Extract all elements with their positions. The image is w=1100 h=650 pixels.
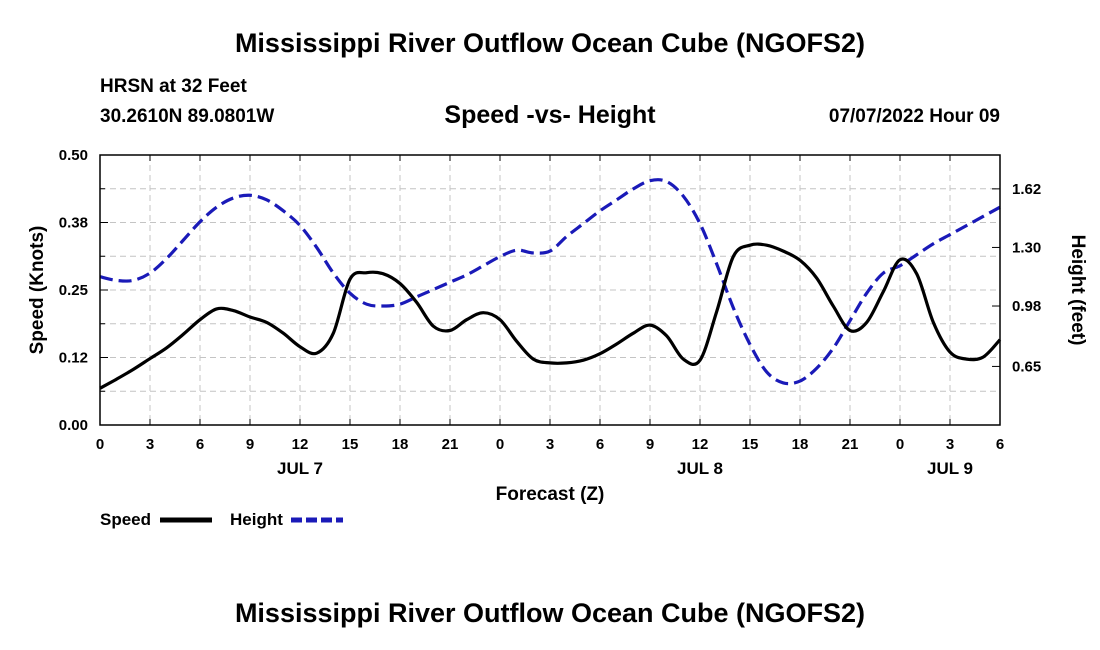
x-tick-label: 9 xyxy=(246,436,254,453)
y-left-tick-label: 0.25 xyxy=(59,282,88,299)
y-left-tick-label: 0.00 xyxy=(59,417,88,434)
x-tick-label: 15 xyxy=(742,436,759,453)
x-tick-label: 18 xyxy=(792,436,809,453)
legend-height-label: Height xyxy=(230,510,283,529)
x-tick-label: 18 xyxy=(392,436,409,453)
y-axis-left-label: Speed (Knots) xyxy=(27,226,48,355)
day-label: JUL 7 xyxy=(277,459,323,478)
y-axis-right-label: Height (feet) xyxy=(1067,235,1088,346)
x-tick-label: 3 xyxy=(546,436,554,453)
x-tick-label: 21 xyxy=(442,436,459,453)
x-tick-label: 3 xyxy=(146,436,154,453)
station-name: HRSN at 32 Feet xyxy=(100,76,247,97)
legend-speed-label: Speed xyxy=(100,510,151,529)
y-left-tick-label: 0.38 xyxy=(59,215,88,232)
x-tick-label: 6 xyxy=(596,436,604,453)
series-lines xyxy=(99,178,1002,390)
x-tick-label: 0 xyxy=(96,436,104,453)
series-line-height xyxy=(99,178,1001,386)
legend: Speed Height xyxy=(100,510,343,529)
x-tick-label: 12 xyxy=(292,436,309,453)
x-tick-label: 12 xyxy=(692,436,709,453)
y-right-tick-label: 0.98 xyxy=(1012,298,1041,315)
axes: 0 3 6 9 12 15 18 21 0 3 6 9 12 15 18 21 0 3 6 JUL 7 JUL 8 JUL… xyxy=(59,147,1041,478)
x-tick-label: 6 xyxy=(196,436,204,453)
y-left-tick-label: 0.50 xyxy=(59,147,88,164)
chart-title: Speed -vs- Height xyxy=(444,101,656,129)
x-axis-label: Forecast (Z) xyxy=(496,484,605,505)
y-left-tick-label: 0.12 xyxy=(59,350,88,367)
footer-title: Mississippi River Outflow Ocean Cube (NG… xyxy=(234,598,866,628)
y-right-tick-label: 0.65 xyxy=(1012,358,1041,375)
x-tick-label: 0 xyxy=(496,436,504,453)
x-tick-label: 0 xyxy=(896,436,904,453)
grid-lines xyxy=(100,155,1000,425)
x-tick-label: 6 xyxy=(996,436,1004,453)
day-label: JUL 9 xyxy=(927,459,973,478)
y-right-tick-label: 1.62 xyxy=(1012,181,1041,198)
page-title: Mississippi River Outflow Ocean Cube (NG… xyxy=(234,28,866,58)
station-coordinates: 30.2610N 89.0801W xyxy=(100,106,275,127)
y-right-tick-label: 1.30 xyxy=(1012,239,1041,256)
series-line-speed xyxy=(99,242,1002,390)
x-tick-label: 3 xyxy=(946,436,954,453)
forecast-datetime: 07/07/2022 Hour 09 xyxy=(828,106,1000,127)
x-tick-label: 15 xyxy=(342,436,359,453)
x-tick-label: 9 xyxy=(646,436,654,453)
x-tick-label: 21 xyxy=(842,436,859,453)
day-label: JUL 8 xyxy=(677,459,723,478)
